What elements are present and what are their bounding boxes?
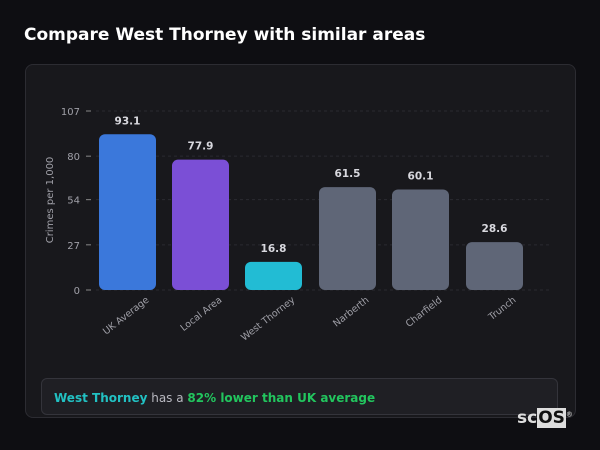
bar[interactable] [466, 242, 523, 290]
bar[interactable] [99, 134, 156, 290]
bar-value-label: 60.1 [408, 170, 434, 182]
y-axis-label: Crimes per 1,000 [45, 157, 56, 244]
bar-value-label: 16.8 [261, 243, 287, 255]
x-tick-label: Narberth [331, 295, 371, 330]
x-tick-label: Local Area [179, 295, 225, 334]
x-tick-label: West Thorney [239, 294, 297, 343]
bar[interactable] [319, 187, 376, 290]
bar-value-label: 28.6 [482, 223, 508, 235]
bar[interactable] [245, 261, 302, 290]
page-title: Compare West Thorney with similar areas [24, 25, 426, 45]
bar-value-label: 61.5 [335, 168, 361, 180]
x-tick-label: Trunch [486, 295, 518, 324]
x-tick-label: UK Average [101, 295, 151, 338]
bar[interactable] [172, 159, 229, 290]
y-tick-label: 0 [74, 286, 80, 297]
y-tick-label: 54 [67, 196, 80, 207]
note-stat: 82% lower than UK average [187, 391, 376, 405]
scos-logo: scOS® [517, 408, 573, 428]
bar[interactable] [392, 189, 449, 290]
note-text: has a [147, 391, 188, 405]
x-tick-label: Charfield [404, 295, 445, 330]
comparison-note: West Thorney has a 82% lower than UK ave… [41, 378, 558, 415]
y-tick-label: 27 [67, 241, 80, 252]
bar-value-label: 93.1 [115, 115, 141, 127]
y-tick-label: 107 [61, 107, 80, 118]
y-tick-label: 80 [67, 152, 80, 163]
bar-value-label: 77.9 [188, 141, 214, 153]
note-place: West Thorney [54, 391, 148, 405]
